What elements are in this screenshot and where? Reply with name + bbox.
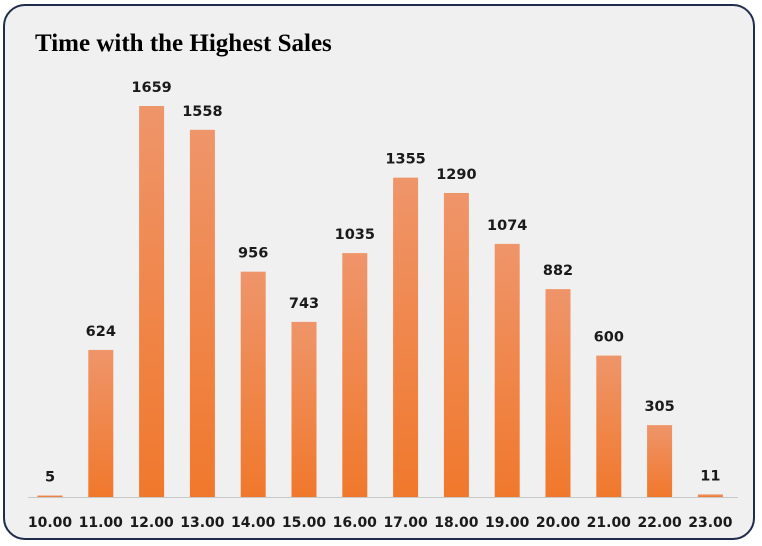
- x-tick-label-21.00: 21.00: [587, 515, 632, 531]
- data-label-23.00: 11: [700, 468, 720, 484]
- data-label-12.00: 1659: [131, 80, 171, 96]
- data-label-16.00: 1035: [335, 227, 375, 243]
- bar-11.00: [88, 349, 114, 497]
- data-label-17.00: 1355: [385, 152, 425, 168]
- x-tick-label-20.00: 20.00: [536, 515, 581, 531]
- data-label-11.00: 624: [86, 324, 116, 340]
- bar-23.00: [697, 494, 723, 497]
- chart-frame: Time with the Highest Sales: [3, 4, 755, 540]
- bar-19.00: [494, 243, 520, 497]
- x-tick-label-13.00: 13.00: [180, 515, 225, 531]
- data-label-15.00: 743: [289, 296, 319, 312]
- x-tick-label-23.00: 23.00: [688, 515, 733, 531]
- data-label-18.00: 1290: [436, 167, 476, 183]
- x-tick-label-10.00: 10.00: [28, 515, 73, 531]
- bar-10.00: [37, 495, 63, 497]
- bar-14.00: [240, 271, 266, 497]
- data-label-21.00: 600: [594, 330, 624, 346]
- x-tick-label-12.00: 12.00: [129, 515, 174, 531]
- bar-18.00: [443, 192, 469, 497]
- bar-15.00: [291, 321, 317, 497]
- bar-13.00: [189, 129, 215, 498]
- bar-17.00: [393, 177, 419, 497]
- data-label-20.00: 882: [543, 263, 573, 279]
- x-tick-label-17.00: 17.00: [383, 515, 428, 531]
- data-label-19.00: 1074: [487, 218, 527, 234]
- bar-12.00: [139, 106, 165, 497]
- data-label-14.00: 956: [238, 246, 268, 262]
- bar-16.00: [342, 253, 368, 497]
- data-label-22.00: 305: [644, 399, 674, 415]
- bar-21.00: [596, 355, 622, 497]
- x-tick-label-15.00: 15.00: [282, 515, 327, 531]
- bar-22.00: [647, 425, 673, 497]
- data-label-13.00: 1558: [182, 104, 222, 120]
- x-tick-label-14.00: 14.00: [231, 515, 276, 531]
- bar-20.00: [545, 289, 571, 497]
- x-tick-label-22.00: 22.00: [637, 515, 682, 531]
- x-tick-label-19.00: 19.00: [485, 515, 530, 531]
- chart-title: Time with the Highest Sales: [35, 30, 332, 57]
- x-tick-label-16.00: 16.00: [333, 515, 378, 531]
- x-tick-label-18.00: 18.00: [434, 515, 479, 531]
- data-label-10.00: 5: [45, 470, 55, 486]
- x-tick-label-11.00: 11.00: [79, 515, 124, 531]
